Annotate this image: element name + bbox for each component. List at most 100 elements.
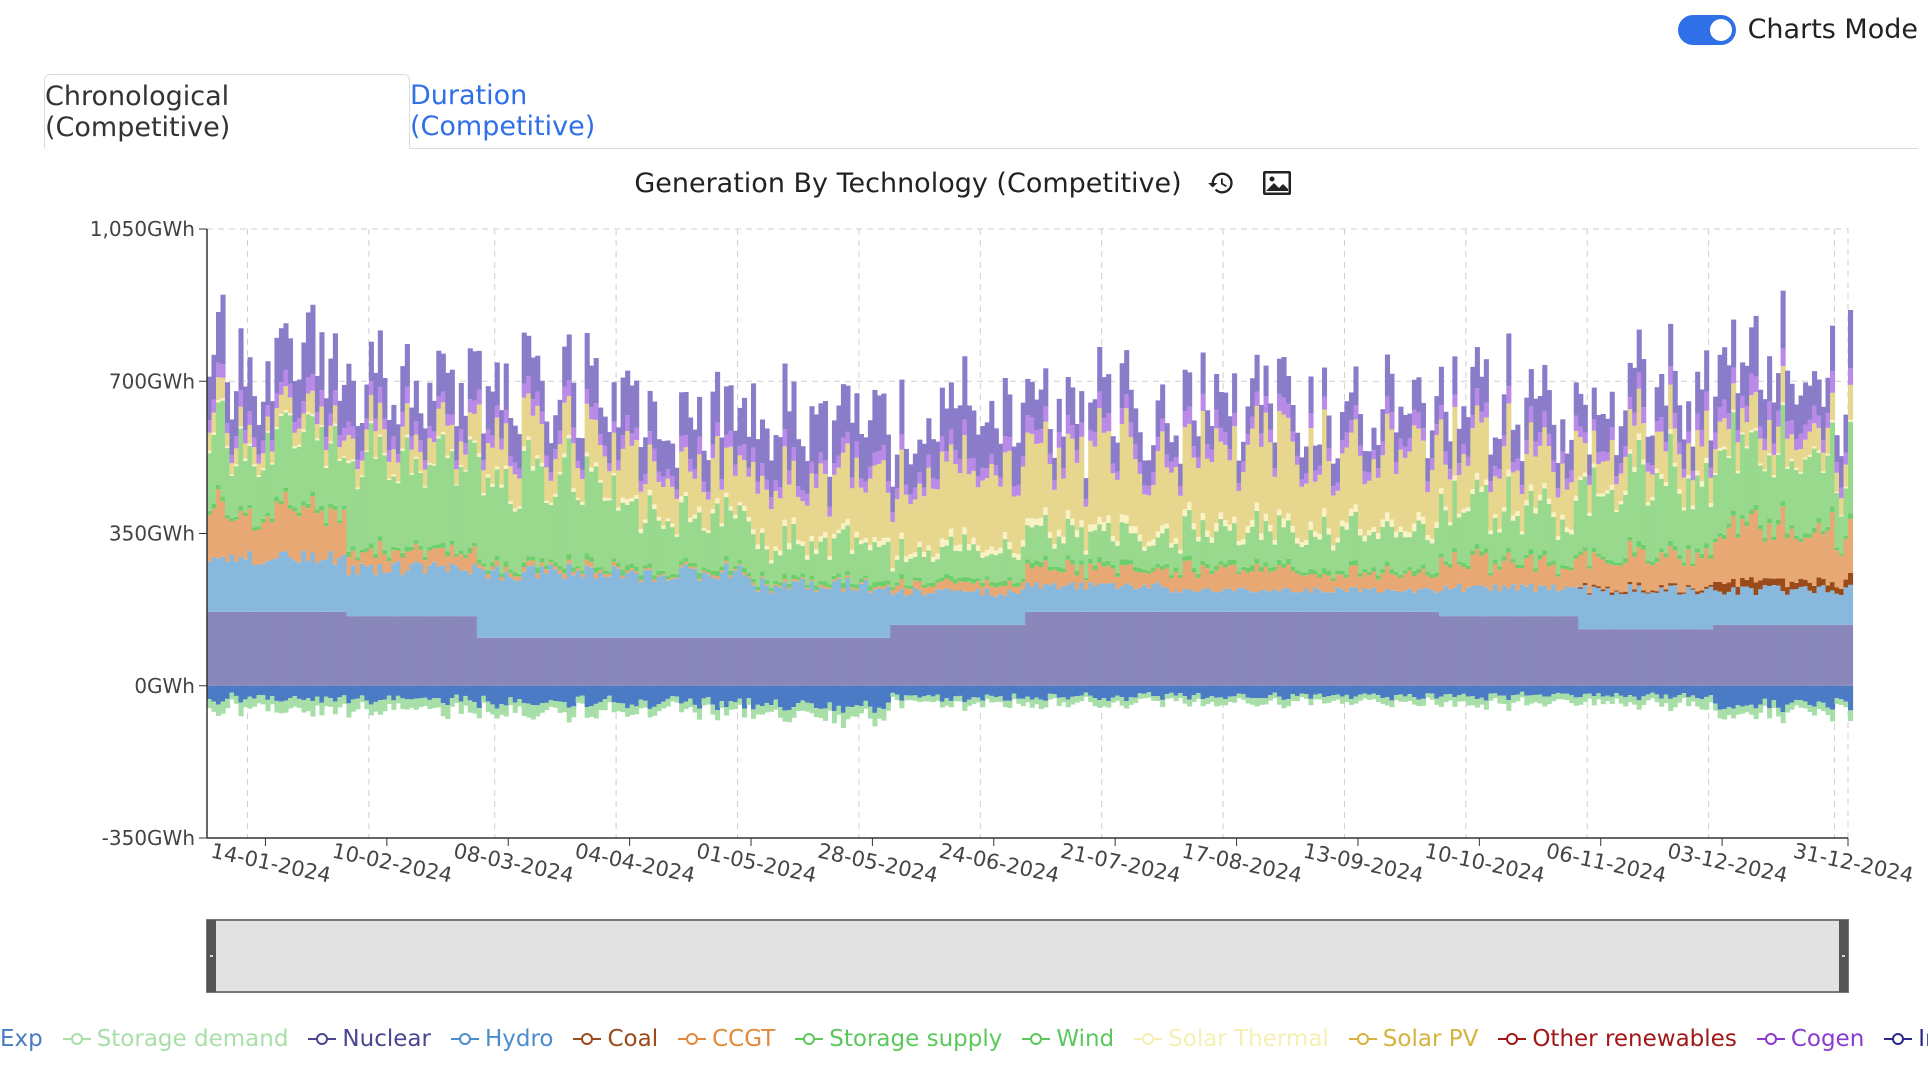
bar-storage-supply (1542, 550, 1548, 556)
bar-ccgt (881, 586, 887, 590)
legend-item-solar-pv[interactable]: Solar PV (1348, 1026, 1478, 1052)
charts-mode-toggle[interactable] (1677, 14, 1736, 45)
bar-imp (1290, 405, 1296, 432)
bar-exp (1614, 685, 1620, 694)
bar-ccgt (845, 575, 851, 578)
bar-hydro (1110, 582, 1116, 612)
bar-ccgt (575, 568, 581, 571)
bar-solar-thermal (1110, 536, 1116, 542)
bar-solar-pv (485, 443, 491, 474)
bar-nuclear (809, 637, 815, 686)
bar-storage-demand (926, 695, 932, 702)
bar-wind (490, 486, 496, 563)
bar-storage-demand (1456, 695, 1462, 702)
image-icon[interactable] (1260, 166, 1294, 200)
bar-storage-supply (1375, 575, 1382, 580)
bar-wind (580, 504, 586, 571)
bar-exp (1609, 685, 1615, 697)
bar-ccgt (1218, 565, 1224, 592)
bar-storage-supply (350, 546, 356, 551)
legend-item-exp[interactable]: Exp (0, 1026, 43, 1052)
bar-imp (1043, 368, 1049, 407)
bar-solar-thermal (1645, 502, 1651, 506)
bar-storage-demand (1038, 699, 1044, 710)
range-brush[interactable] (206, 919, 1849, 993)
bar-hydro (508, 577, 514, 638)
bar-storage-demand (1488, 693, 1494, 701)
bar-storage-demand (872, 712, 878, 727)
bar-cogen (1560, 451, 1566, 464)
legend-item-other-renewables[interactable]: Other renewables (1498, 1026, 1737, 1052)
legend-item-imp[interactable]: Imp (1884, 1026, 1928, 1052)
bar-coal (1731, 578, 1737, 588)
bar-exp (1731, 685, 1737, 709)
bar-solar-pv (1533, 456, 1539, 508)
bar-nuclear (1191, 611, 1197, 686)
legend-item-ccgt[interactable]: CCGT (678, 1026, 775, 1052)
bar-exp (571, 685, 577, 707)
bar-wind (1088, 531, 1094, 559)
bar-storage-demand (1645, 694, 1651, 701)
bar-nuclear (508, 637, 514, 686)
tab-duration[interactable]: Duration (Competitive) (410, 80, 596, 142)
bar-solar-pv (1029, 433, 1035, 519)
legend-item-solar-thermal[interactable]: Solar Thermal (1134, 1026, 1329, 1052)
bar-hydro (1587, 594, 1593, 630)
legend-item-nuclear[interactable]: Nuclear (308, 1026, 431, 1052)
bar-cogen (643, 474, 649, 485)
bar-storage-demand (1344, 694, 1350, 702)
tab-chronological[interactable]: Chronological (Competitive) (44, 74, 410, 149)
bar-storage-supply (494, 556, 500, 561)
bar-nuclear (1007, 624, 1013, 686)
bar-exp (1524, 685, 1530, 696)
bar-hydro (1375, 592, 1382, 612)
bar-wind (647, 495, 653, 564)
bar-exp (1402, 685, 1408, 697)
bar-cogen (813, 473, 820, 489)
legend-item-coal[interactable]: Coal (573, 1026, 658, 1052)
bar-storage-supply (1384, 561, 1390, 566)
bar-storage-demand (777, 707, 784, 718)
bar-imp (1074, 424, 1080, 451)
bar-solar-pv (1798, 448, 1804, 472)
bar-nuclear (571, 637, 577, 686)
legend-label: Wind (1056, 1026, 1115, 1052)
bar-ccgt (1411, 576, 1417, 593)
bar-nuclear (220, 611, 226, 686)
bar-solar-thermal (1115, 540, 1121, 546)
bar-solar-pv (1196, 468, 1202, 537)
bar-hydro (917, 590, 923, 625)
bar-hydro (1578, 588, 1584, 630)
bar-storage-supply (1839, 553, 1845, 556)
bar-nuclear (1717, 624, 1723, 686)
bar-storage-supply (251, 527, 258, 531)
bar-storage-demand (472, 702, 478, 714)
bar-imp (535, 355, 541, 392)
bar-ccgt (1029, 568, 1035, 588)
bar-exp (1133, 685, 1139, 698)
bar-nuclear (989, 624, 995, 686)
bar-cogen (881, 445, 887, 461)
bar-solar-pv (625, 430, 631, 500)
legend-item-cogen[interactable]: Cogen (1756, 1026, 1864, 1052)
bar-imp (876, 395, 882, 452)
legend-item-hydro[interactable]: Hydro (450, 1026, 553, 1052)
bar-storage-supply (1686, 544, 1692, 550)
bar-nuclear (1160, 611, 1166, 686)
bar-exp (332, 685, 338, 702)
legend-item-wind[interactable]: Wind (1022, 1026, 1114, 1052)
legend-item-storage-supply[interactable]: Storage supply (795, 1026, 1002, 1052)
bar-imp (1834, 435, 1840, 463)
bar-ccgt (1083, 580, 1089, 590)
bar-storage-demand (1618, 695, 1624, 704)
bar-cogen (867, 466, 873, 479)
bar-imp (899, 379, 905, 435)
bar-storage-demand (1308, 698, 1314, 706)
bar-storage-demand (607, 695, 613, 703)
bar-exp (1798, 685, 1804, 701)
history-icon[interactable] (1204, 166, 1238, 200)
bar-solar-thermal (876, 540, 882, 547)
legend-item-storage-demand[interactable]: Storage demand (62, 1026, 288, 1052)
bar-imp (1479, 376, 1485, 412)
bar-storage-demand (647, 708, 653, 718)
